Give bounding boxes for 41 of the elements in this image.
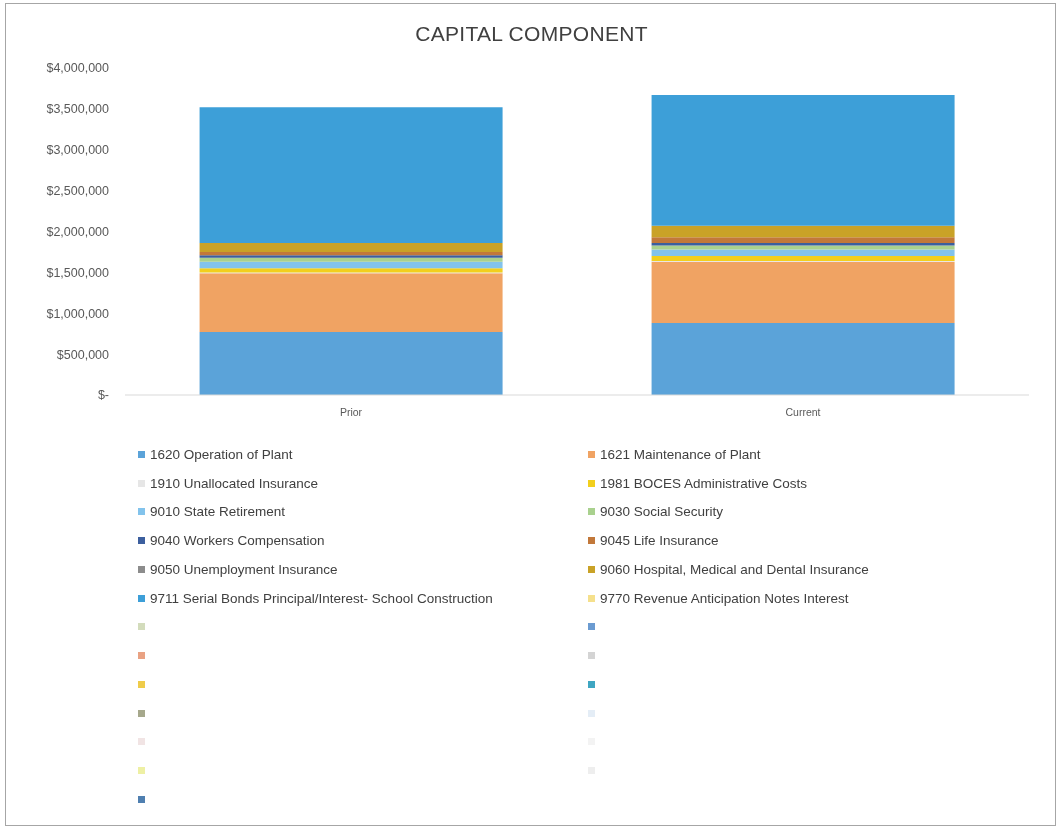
- bar: [651, 225, 955, 238]
- bar: [199, 107, 503, 243]
- bar: [199, 273, 503, 333]
- y-tick-label: $3,000,000: [46, 143, 110, 158]
- legend-label: 1910 Unallocated Insurance: [150, 475, 319, 491]
- bar: [199, 332, 503, 395]
- bar: [651, 94, 955, 226]
- y-tick-label: $1,000,000: [46, 306, 110, 321]
- bar: [199, 261, 503, 269]
- bar: [199, 251, 503, 256]
- bar: [199, 257, 503, 262]
- legend-label: 9030 Social Security: [600, 504, 724, 520]
- legend-label: 9060 Hospital, Medical and Dental Insurance: [600, 561, 869, 577]
- y-tick-label: $500,000: [56, 347, 110, 362]
- y-tick-label: $3,500,000: [46, 102, 110, 117]
- y-tick-label: $2,000,000: [46, 224, 110, 239]
- y-tick-label: $1,500,000: [46, 265, 110, 280]
- bar: [651, 323, 955, 395]
- legend-label: 9010 State Retirement: [150, 504, 286, 520]
- legend-label: 1621 Maintenance of Plant: [600, 446, 761, 462]
- y-tick-label: $-: [97, 388, 109, 403]
- x-tick-label: Current: [785, 406, 821, 419]
- legend-label: 9711 Serial Bonds Principal/Interest- School Construction: [150, 590, 493, 606]
- bar: [651, 245, 955, 250]
- legend-label: 9050 Unemployment Insurance: [150, 561, 338, 577]
- bar: [651, 249, 955, 257]
- y-tick-label: $2,500,000: [46, 184, 110, 199]
- x-tick-label: Prior: [339, 406, 363, 419]
- legend-label: 9045 Life Insurance: [600, 533, 719, 549]
- bar: [651, 256, 955, 261]
- bar: [651, 237, 955, 243]
- y-tick-label: $4,000,000: [46, 61, 110, 76]
- bar: [651, 261, 955, 324]
- bar: [199, 268, 503, 273]
- legend-label: 1981 BOCES Administrative Costs: [600, 475, 808, 491]
- legend-label: 9040 Workers Compensation: [150, 533, 325, 549]
- legend-label: 1620 Operation of Plant: [150, 446, 293, 462]
- bar: [199, 255, 503, 258]
- legend-label: 9770 Revenue Anticipation Notes Interest: [600, 590, 849, 606]
- chart-title: CAPITAL COMPONENT: [414, 22, 649, 46]
- bar: [199, 242, 503, 252]
